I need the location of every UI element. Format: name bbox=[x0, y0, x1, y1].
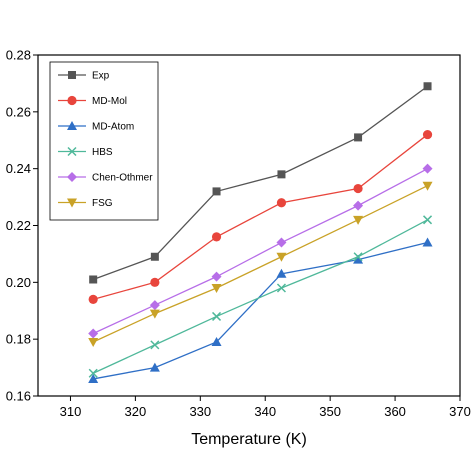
series-line bbox=[92, 219, 428, 374]
legend-item: FSG bbox=[58, 198, 113, 209]
data-point bbox=[67, 121, 77, 130]
data-point bbox=[149, 300, 160, 311]
x-tick-label: 320 bbox=[125, 404, 147, 419]
data-point bbox=[67, 95, 77, 106]
legend-item: MD-Mol bbox=[58, 95, 127, 107]
y-tick-label: 0.24 bbox=[6, 161, 31, 176]
data-point bbox=[88, 373, 99, 383]
series-md-atom bbox=[88, 237, 433, 383]
data-point bbox=[276, 237, 287, 248]
data-point bbox=[67, 172, 77, 182]
data-point bbox=[212, 311, 222, 321]
legend-label: MD-Atom bbox=[92, 122, 134, 133]
x-tick-label: 310 bbox=[60, 404, 82, 419]
legend-item: MD-Atom bbox=[58, 121, 134, 133]
data-point bbox=[88, 368, 98, 378]
data-point bbox=[150, 252, 159, 261]
data-point bbox=[276, 198, 287, 208]
data-point bbox=[277, 170, 286, 179]
series-line bbox=[92, 185, 428, 343]
data-point bbox=[150, 340, 160, 350]
data-point bbox=[88, 338, 99, 348]
axes: 310 320 330 340 350 360 370 0.16 0.18 0.20 0.22 0.2… bbox=[6, 48, 471, 420]
y-tick-label: 0.18 bbox=[6, 332, 31, 347]
data-point bbox=[88, 328, 99, 339]
data-point bbox=[422, 129, 433, 140]
data-point bbox=[150, 277, 160, 287]
data-point bbox=[88, 294, 98, 304]
series-hbs bbox=[88, 215, 433, 378]
data-point bbox=[149, 362, 160, 372]
data-point bbox=[212, 187, 221, 196]
data-point bbox=[353, 183, 363, 194]
legend-label: MD-Mol bbox=[92, 96, 127, 107]
data-point bbox=[423, 82, 432, 91]
legend-item: Exp bbox=[58, 71, 110, 82]
x-tick-label: 350 bbox=[319, 404, 341, 419]
data-point bbox=[211, 232, 222, 242]
data-point bbox=[68, 71, 76, 79]
series-line bbox=[92, 168, 428, 335]
series-md-mol bbox=[88, 129, 433, 304]
data-point bbox=[423, 215, 433, 225]
data-point bbox=[67, 198, 77, 208]
x-tick-label: 340 bbox=[254, 404, 276, 419]
series-chen-othmer bbox=[88, 163, 433, 339]
x-tick-label: 370 bbox=[449, 404, 471, 419]
series-line bbox=[92, 85, 428, 281]
legend-label: Chen-Othmer bbox=[92, 173, 153, 184]
series-line bbox=[93, 134, 428, 301]
data-point bbox=[276, 268, 287, 278]
data-point bbox=[422, 181, 433, 191]
data-point bbox=[353, 200, 364, 211]
series-line bbox=[93, 241, 428, 380]
data-point bbox=[353, 254, 364, 264]
data-point bbox=[353, 252, 363, 262]
x-tick-label: 360 bbox=[384, 404, 406, 419]
legend-item: Chen-Othmer bbox=[58, 172, 153, 184]
data-point bbox=[211, 337, 222, 347]
data-point bbox=[354, 133, 363, 142]
y-tick-label: 0.22 bbox=[6, 218, 31, 233]
plot-area bbox=[88, 82, 433, 383]
legend-item: HBS bbox=[58, 146, 113, 158]
data-point bbox=[276, 252, 287, 262]
legend-box bbox=[49, 61, 159, 221]
y-tick-label: 0.28 bbox=[6, 48, 31, 63]
series-exp bbox=[89, 82, 432, 284]
data-point bbox=[211, 271, 222, 282]
data-point bbox=[89, 275, 98, 284]
data-point bbox=[422, 237, 433, 247]
series-fsg bbox=[88, 181, 433, 348]
data-point bbox=[422, 163, 433, 174]
data-point bbox=[149, 309, 160, 319]
x-tick-label: 330 bbox=[189, 404, 211, 419]
data-point bbox=[353, 215, 364, 225]
data-point bbox=[67, 146, 77, 157]
legend-label: FSG bbox=[92, 198, 113, 209]
y-tick-label: 0.20 bbox=[6, 275, 31, 290]
legend-label: HBS bbox=[92, 147, 113, 158]
data-point bbox=[276, 283, 286, 293]
legend: Exp MD-Mol MD-Atom HBS Chen-Othmer FSG bbox=[49, 61, 159, 221]
y-tick-label: 0.16 bbox=[6, 389, 31, 404]
y-tick-label: 0.26 bbox=[6, 104, 31, 119]
legend-label: Exp bbox=[92, 71, 110, 82]
data-point bbox=[211, 284, 222, 294]
x-axis-title: Temperature (K) bbox=[191, 431, 307, 448]
